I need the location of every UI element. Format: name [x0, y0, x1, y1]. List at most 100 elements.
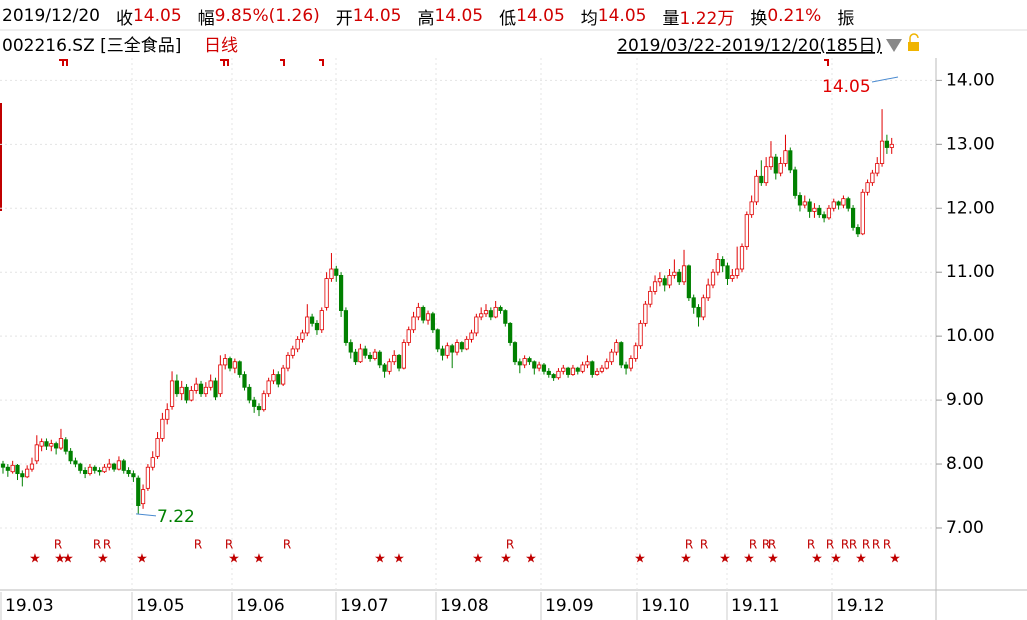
field-value: 14.05	[597, 6, 647, 26]
candle-body	[174, 380, 179, 395]
candle-body	[855, 227, 861, 235]
candle-body	[831, 201, 836, 209]
star-mark: ★	[374, 552, 386, 567]
candle-body	[305, 316, 310, 334]
candle-body	[49, 443, 54, 447]
candle-body	[179, 386, 184, 395]
candle-body	[247, 386, 252, 401]
candle-body	[131, 473, 136, 478]
candle-body	[797, 195, 803, 206]
candle-body	[83, 470, 88, 475]
candle-body	[324, 278, 329, 308]
candle-body	[643, 303, 648, 324]
candle-body	[541, 364, 547, 372]
r-mark: R	[862, 538, 870, 552]
candle-body	[474, 316, 479, 334]
candle-body	[725, 265, 730, 280]
r-mark: R	[506, 538, 514, 552]
date-range[interactable]: 2019/03/22-2019/12/20(185日)	[617, 36, 882, 56]
candle-body	[232, 361, 237, 369]
field-label: 开	[335, 8, 353, 29]
candle-body	[865, 182, 870, 193]
candle-body	[875, 163, 880, 174]
candle-body	[295, 338, 300, 350]
candle-body	[793, 169, 798, 196]
star-mark: ★	[889, 552, 901, 567]
candle-body	[503, 310, 508, 324]
candle-body	[107, 463, 112, 468]
lock-icon[interactable]	[908, 42, 919, 51]
x-tick-label: 19.09	[545, 596, 594, 616]
r-mark: R	[194, 538, 202, 552]
x-tick-label: 19.05	[136, 596, 185, 616]
candle-body	[87, 466, 93, 475]
y-tick-label: 7.00	[946, 518, 984, 538]
candle-body	[720, 259, 725, 267]
y-tick-label: 8.00	[946, 454, 984, 474]
candle-body	[20, 473, 25, 478]
candle-body	[334, 268, 339, 276]
field-label: 量	[662, 8, 680, 29]
candle-body	[140, 489, 146, 505]
candle-body	[556, 370, 561, 379]
candle-body	[252, 399, 257, 407]
candle-body	[585, 361, 590, 366]
candle-body	[353, 351, 358, 363]
candle-body	[213, 380, 218, 398]
candle-body	[367, 354, 373, 359]
range-dropdown[interactable]	[886, 39, 902, 52]
candle-body	[609, 351, 614, 363]
star-mark: ★	[743, 552, 755, 567]
candle-body	[575, 367, 580, 372]
candle-body	[628, 358, 634, 369]
candle-body	[63, 439, 68, 452]
field-label: 低	[499, 8, 517, 29]
r-mark: R	[700, 538, 708, 552]
candle-body	[580, 364, 585, 372]
candle-body	[208, 380, 213, 388]
x-tick-label: 19.10	[641, 596, 690, 616]
candle-body	[310, 316, 315, 324]
candle-body	[10, 464, 15, 473]
candle-body	[619, 342, 624, 366]
candle-body	[92, 466, 97, 471]
candle-body	[314, 322, 320, 331]
star-mark: ★	[634, 552, 646, 567]
r-mark: R	[762, 538, 770, 552]
star-mark: ★	[472, 552, 484, 567]
candle-body	[203, 386, 208, 395]
candle-body	[343, 310, 349, 343]
candle-body	[517, 361, 522, 366]
candle-body	[169, 380, 175, 407]
candle-body	[638, 322, 643, 347]
candle-body	[184, 386, 189, 401]
candle-body	[102, 466, 107, 473]
candle-body	[218, 364, 223, 395]
max-label: 14.05	[822, 77, 871, 97]
candle-body	[508, 322, 513, 343]
candle-body	[812, 207, 817, 212]
candle-body	[479, 313, 484, 318]
candle-body	[396, 354, 402, 369]
flag	[59, 59, 64, 66]
field-label: 幅	[197, 8, 215, 29]
candle-body	[440, 348, 445, 356]
candle-body	[483, 310, 489, 315]
x-tick-label: 19.12	[836, 596, 885, 616]
candle-body	[261, 393, 266, 411]
min-arrow	[135, 513, 157, 517]
star-mark: ★	[136, 552, 148, 567]
candle-body	[889, 143, 894, 148]
candle-body	[0, 463, 6, 468]
r-mark: R	[749, 538, 757, 552]
candle-body	[783, 150, 788, 164]
candle-body	[614, 342, 619, 353]
candle-body	[290, 348, 295, 356]
field-label: 振	[837, 8, 855, 29]
x-tick-label: 19.11	[731, 596, 780, 616]
candle-body	[788, 150, 793, 171]
candle-body	[15, 464, 20, 475]
candle-body	[126, 470, 131, 475]
candle-body	[599, 367, 605, 372]
candle-body	[377, 351, 382, 366]
